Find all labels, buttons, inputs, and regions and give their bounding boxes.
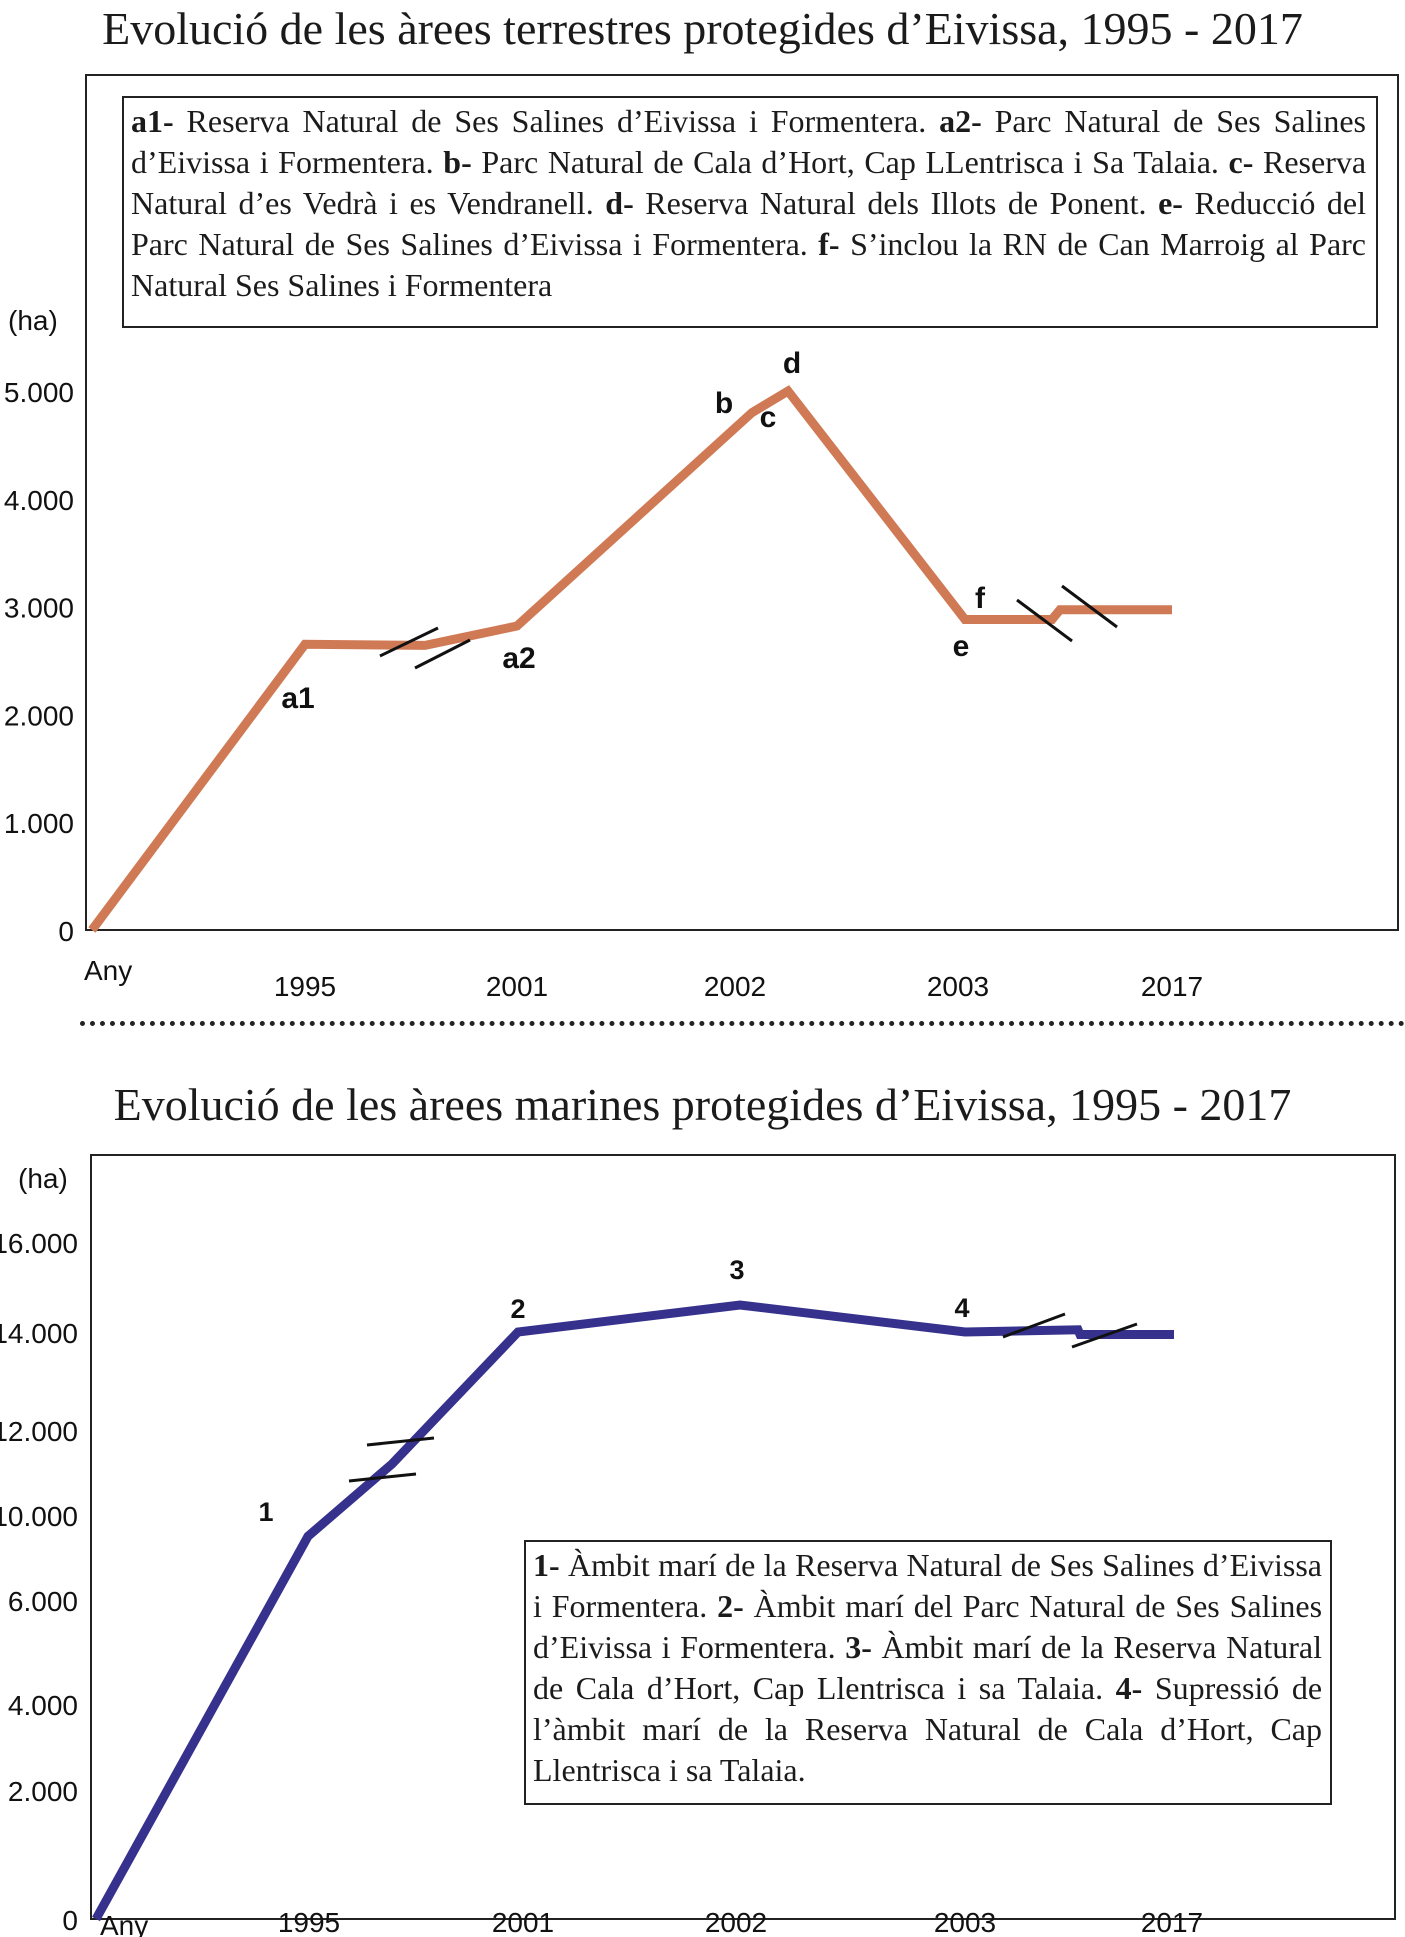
chart-title-marine: Evolució de les àrees marines protegides… xyxy=(113,1079,1292,1130)
y-axis-label: (ha) xyxy=(8,305,58,336)
legend-entry-a1: a1- Reserva Natural de Ses Salines d’Eiv… xyxy=(131,103,927,139)
axis-break-mark xyxy=(379,626,439,658)
legend-entry-3: 3- Àmbit marí de la Reserva Natural de C… xyxy=(533,1629,1323,1706)
point-label-4: 4 xyxy=(954,1293,969,1323)
point-label-e: e xyxy=(953,630,970,663)
x-tick-label: 2003 xyxy=(934,1907,996,1937)
x-tick-label: 2002 xyxy=(705,1907,767,1937)
point-label-d: d xyxy=(783,347,801,380)
point-label-a1: a1 xyxy=(281,682,314,715)
legend-entry-4: 4- Supressió de l’àmbit marí de la Reser… xyxy=(533,1670,1323,1788)
y-tick-label: 6.000 xyxy=(8,1586,78,1617)
y-tick-label: 5.000 xyxy=(4,377,74,408)
point-label-b: b xyxy=(715,387,733,420)
legend-entry-2: 2- Àmbit marí del Parc Natural de Ses Sa… xyxy=(533,1588,1323,1665)
section-divider xyxy=(80,1021,1405,1026)
x-tick-label: 2017 xyxy=(1141,971,1203,1002)
y-tick-label: 0 xyxy=(58,916,74,947)
legend-terrestrial: a1- Reserva Natural de Ses Salines d’Eiv… xyxy=(122,96,1378,328)
legend-entry-d: d- Reserva Natural dels Illots de Ponent… xyxy=(605,185,1147,221)
axis-break-mark xyxy=(1002,1312,1066,1339)
point-label-a2: a2 xyxy=(502,642,535,675)
chart-title-terrestrial: Evolució de les àrees terrestres protegi… xyxy=(102,3,1303,54)
axis-break-mark xyxy=(1061,584,1118,629)
axis-break-mark xyxy=(366,1436,435,1447)
legend-marine: 1- Àmbit marí de la Reserva Natural de S… xyxy=(524,1540,1332,1805)
point-label-2: 2 xyxy=(510,1294,525,1324)
axis-break-mark xyxy=(1016,598,1073,643)
axis-break-mark xyxy=(348,1472,417,1483)
legend-entry-a2: a2- Parc Natural de Ses Salines d’Eiviss… xyxy=(131,103,1367,180)
point-label-c: c xyxy=(760,401,777,434)
y-axis-label: (ha) xyxy=(18,1163,68,1194)
legend-entry-f: f- S’inclou la RN de Can Marroig al Parc… xyxy=(131,226,1366,303)
x-tick-label: 2003 xyxy=(927,971,989,1002)
y-tick-label: 0 xyxy=(62,1905,78,1936)
y-tick-label: 2.000 xyxy=(4,700,74,731)
y-tick-label: 1.000 xyxy=(4,808,74,839)
x-tick-label: 2017 xyxy=(1141,1907,1203,1937)
plot-frame-terrestrial xyxy=(85,74,1399,931)
x-tick-label: 2001 xyxy=(486,971,548,1002)
series-line-terrestrial xyxy=(88,385,1172,933)
y-tick-label: 14.000 xyxy=(0,1318,78,1349)
point-label-f: f xyxy=(975,582,986,615)
y-tick-label: 2.000 xyxy=(8,1776,78,1807)
y-tick-label: 4.000 xyxy=(8,1690,78,1721)
legend-entry-b: b- Parc Natural de Cala d’Hort, Cap LLen… xyxy=(443,144,1219,180)
point-label-1: 1 xyxy=(258,1497,273,1527)
legend-entry-c: c- Reserva Natural d’es Vedrà i es Vendr… xyxy=(131,144,1367,221)
y-tick-label: 3.000 xyxy=(4,593,74,624)
plot-frame-marine xyxy=(90,1154,1396,1920)
point-label-3: 3 xyxy=(729,1255,744,1285)
axis-break-mark xyxy=(414,638,471,670)
legend-entry-1: 1- Àmbit marí de la Reserva Natural de S… xyxy=(533,1547,1323,1624)
legend-entry-e: e- Reducció del Parc Natural de Ses Sali… xyxy=(131,185,1367,262)
y-tick-label: 12.000 xyxy=(0,1416,78,1447)
x-tick-label: 1995 xyxy=(274,971,336,1002)
y-tick-label: 4.000 xyxy=(4,485,74,516)
axis-break-mark xyxy=(1071,1322,1138,1349)
x-tick-label: 2002 xyxy=(704,971,766,1002)
y-tick-label: 10.000 xyxy=(0,1501,78,1532)
x-axis-label: Any xyxy=(100,1910,148,1937)
y-tick-label: 16.000 xyxy=(0,1228,78,1259)
x-axis-label: Any xyxy=(84,955,132,986)
x-tick-label: 1995 xyxy=(278,1907,340,1937)
x-tick-label: 2001 xyxy=(492,1907,554,1937)
